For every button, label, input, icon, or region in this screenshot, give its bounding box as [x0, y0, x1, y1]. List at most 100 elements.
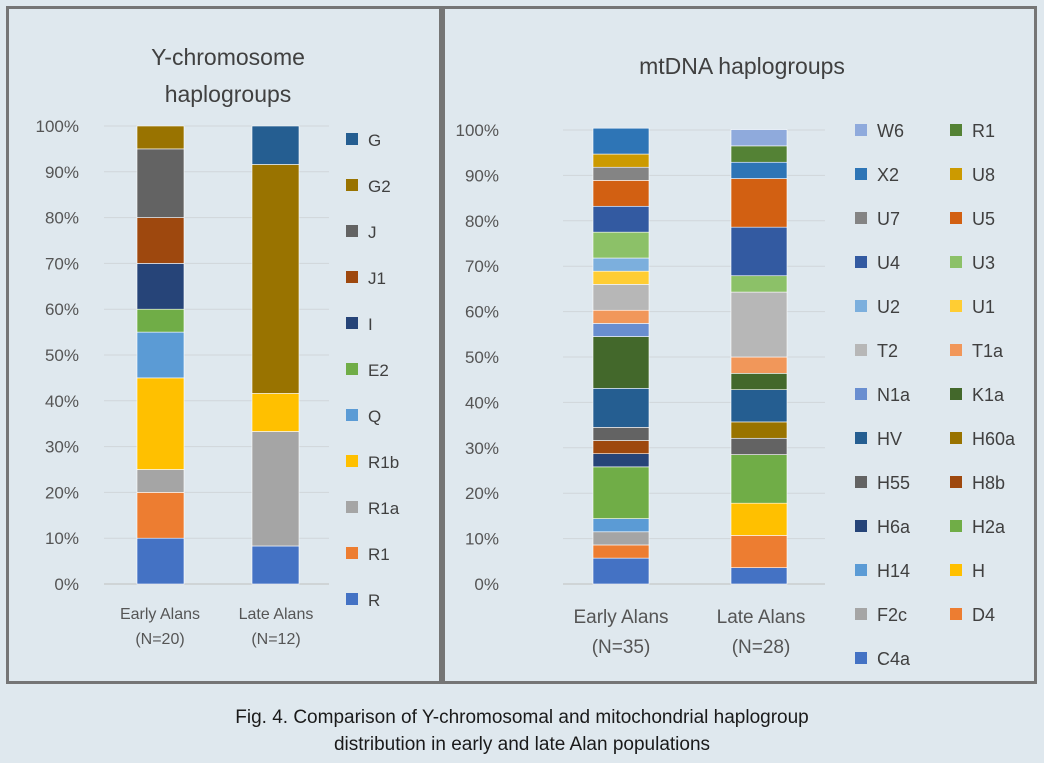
bar-segment-c4a [592, 557, 650, 585]
bar-segment-h55 [730, 437, 788, 455]
legend-swatch-h8b [950, 476, 962, 488]
bar-segment-q [136, 331, 185, 379]
chart-title: haplogroups [165, 81, 292, 107]
y-tick-label: 0% [54, 575, 79, 594]
bar-segment-k1a [730, 373, 788, 390]
y-tick-label: 10% [45, 529, 79, 548]
legend-swatch-h2a [950, 520, 962, 532]
legend-label: I [368, 315, 373, 334]
bar-segment-t1a [592, 309, 650, 324]
legend-label: H8b [972, 473, 1005, 493]
legend-swatch-k1a [950, 388, 962, 400]
bar-segment-f2c [592, 531, 650, 546]
bar-segment-r1b [251, 393, 300, 432]
legend-label: H14 [877, 561, 910, 581]
y-tick-label: 10% [465, 530, 499, 549]
x-category-label: (N=12) [251, 631, 300, 648]
bar-segment-h55 [592, 427, 650, 441]
x-category-label: Early Alans [120, 606, 200, 623]
legend-swatch-u3 [950, 256, 962, 268]
bar-segment-i [136, 263, 185, 310]
bar-segment-g2 [136, 125, 185, 150]
legend-label: U5 [972, 209, 995, 229]
y-tick-label: 30% [45, 438, 79, 457]
caption-line-2: distribution in early and late Alan popu… [333, 734, 711, 755]
bar-segment-h6a [592, 453, 650, 468]
legend-swatch-h60a [950, 432, 962, 444]
bar-segment-t1a [730, 356, 788, 374]
bar-segment-r1 [730, 145, 788, 163]
figure-caption: Fig. 4. Comparison of Y-chromosomal and … [0, 704, 1044, 758]
legend-swatch-h6a [855, 520, 867, 532]
bar-segment-h8b [592, 440, 650, 455]
legend-swatch-f2c [855, 608, 867, 620]
bar-segment-r [136, 537, 185, 585]
legend-label: U3 [972, 253, 995, 273]
legend-label: G [368, 131, 381, 150]
legend-swatch-j [346, 225, 358, 237]
y-tick-label: 60% [45, 300, 79, 319]
bar-segment-u8 [592, 153, 650, 168]
legend-swatch-u7 [855, 212, 867, 224]
y-tick-label: 100% [456, 121, 499, 140]
legend-label: E2 [368, 361, 389, 380]
bar-segment-x2 [730, 161, 788, 179]
legend-label: U1 [972, 297, 995, 317]
chart-title: mtDNA haplogroups [639, 53, 845, 79]
legend-swatch-u4 [855, 256, 867, 268]
legend-swatch-h [950, 564, 962, 576]
bar-segment-u3 [592, 231, 650, 259]
bar-segment-r [251, 545, 300, 585]
legend-swatch-c4a [855, 652, 867, 664]
bar-segment-j1 [136, 217, 185, 264]
legend-label: H2a [972, 517, 1006, 537]
legend-label: D4 [972, 605, 995, 625]
legend-label: R1 [368, 545, 390, 564]
legend-label: R1a [368, 499, 400, 518]
legend-label: HV [877, 429, 902, 449]
legend-swatch-r [346, 593, 358, 605]
legend-swatch-u5 [950, 212, 962, 224]
legend-label: U7 [877, 209, 900, 229]
y-tick-label: 40% [465, 393, 499, 412]
legend-label: H6a [877, 517, 911, 537]
mtdna-panel: mtDNA haplogroups 0% 10% 20% 30% 40% 50% 60% 70%… [442, 6, 1037, 684]
bar-segment-u7 [592, 166, 650, 181]
y-tick-label: 70% [45, 254, 79, 273]
y-tick-label: 90% [45, 163, 79, 182]
bar-segment-u5 [592, 180, 650, 207]
legend-swatch-u1 [950, 300, 962, 312]
legend-swatch-t2 [855, 344, 867, 356]
mtdna-chart: mtDNA haplogroups 0% 10% 20% 30% 40% 50% 60% 70%… [456, 53, 1017, 669]
bar-segment-g2 [251, 164, 300, 394]
legend-swatch-u2 [855, 300, 867, 312]
legend-swatch-n1a [855, 388, 867, 400]
legend-label: G2 [368, 177, 391, 196]
legend-swatch-x2 [855, 168, 867, 180]
y-tick-label: 60% [465, 303, 499, 322]
legend-swatch-q [346, 409, 358, 421]
legend-label: X2 [877, 165, 899, 185]
x-category-label: (N=28) [732, 637, 791, 658]
legend-label: R [368, 591, 380, 610]
y-tick-label: 50% [45, 346, 79, 365]
bar-segment-e2 [136, 308, 185, 333]
y-tick-label: 70% [465, 257, 499, 276]
legend-swatch-d4 [950, 608, 962, 620]
bar-segment-u1 [592, 270, 650, 285]
y-tick-label: 90% [465, 166, 499, 185]
legend-label: H60a [972, 429, 1016, 449]
y-tick-label: 30% [465, 439, 499, 458]
legend-swatch-t1a [950, 344, 962, 356]
bar-segment-h [730, 502, 788, 536]
legend-label: U4 [877, 253, 900, 273]
legend-label: W6 [877, 121, 904, 141]
bar-segment-u3 [730, 275, 788, 293]
bar-segment-n1a [592, 323, 650, 337]
bar-segment-u2 [592, 257, 650, 272]
x-category-label: (N=35) [592, 637, 651, 658]
bar-segment-k1a [592, 336, 650, 389]
legend-swatch-hv [855, 432, 867, 444]
legend-label: H55 [877, 473, 910, 493]
legend-swatch-r1a [346, 501, 358, 513]
